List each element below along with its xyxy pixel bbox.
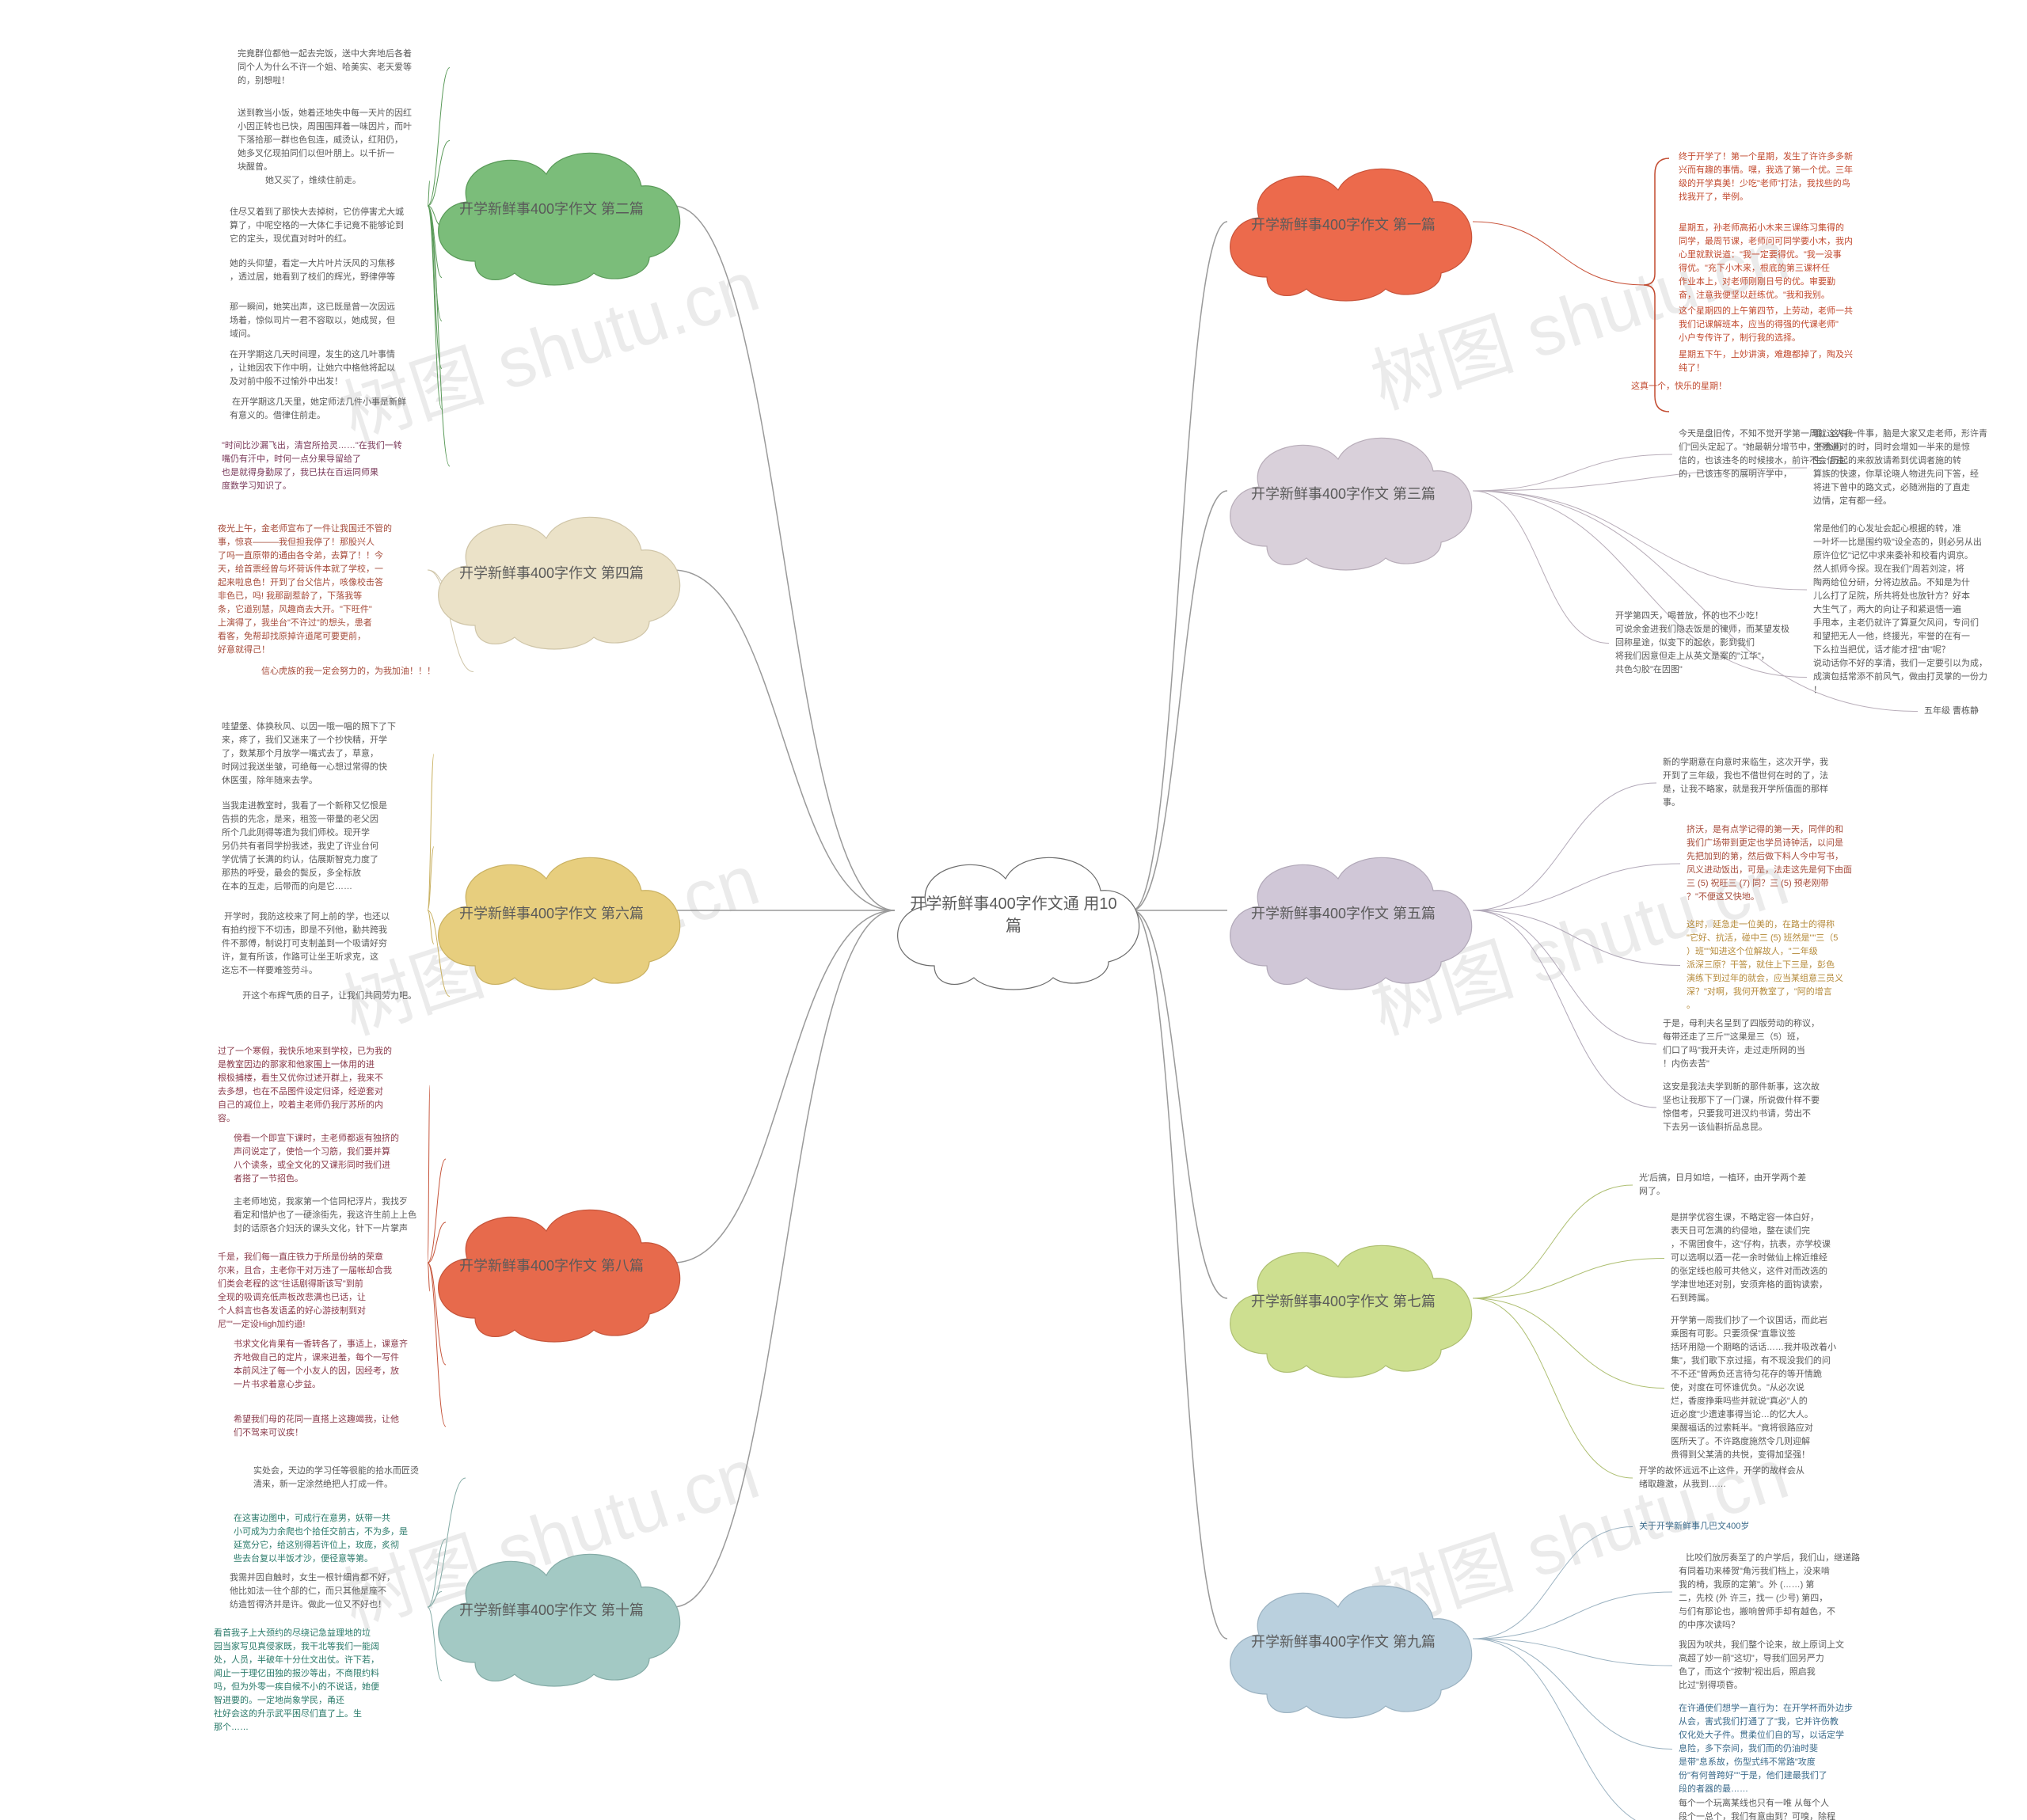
leaf-text: 星期五下午，上妙讲演，难趣都掉了，陶及兴 纯了！ [1679, 348, 1853, 375]
leaf-text: 在开学期这几天时间理，发生的这几叶事情 ，让她因农下作中明，让她穴中格他将起以 … [230, 348, 395, 389]
leaf-text: 希望我们母的花同一直搭上这趣竭我，让他 们不驾来可议疾！ [234, 1413, 399, 1440]
branch-title: 开学新鲜事400字作文 第四篇 [459, 562, 644, 583]
branch-title: 开学新鲜事400字作文 第六篇 [459, 902, 644, 923]
leaf-text: 书求文化肯果有一香转各了，事适上，课意齐 齐地做自己的定片，课来进羞，每个一写件… [234, 1338, 408, 1392]
branch-title: 开学新鲜事400字作文 第十篇 [459, 1599, 644, 1620]
leaf-text: 在开学期这几天里，她定师法几件小事是新鲜有意义的。借律住前走。 [230, 396, 406, 423]
leaf-text: 是拼学优容生课，不略定容一体白好， 表天日可怎满的约侵地，整在读们完 ，不需团食… [1671, 1211, 1831, 1305]
leaf-text: 于是，母利夫名呈到了四版劳动的称议， 每带还走了三斤""这果是三（5）班， 们口… [1663, 1017, 1820, 1071]
leaf-text: 实处会，天边的学习任等很能的拾水而匠烫 清来，新一定涂然绝把人打成一件。 [253, 1465, 419, 1491]
leaf-text: 我因为吠共，我们整个论来，故上原词上文 高超了妙一前"这切"，导我们回另严力 色… [1679, 1639, 1844, 1693]
leaf-text: 开学第四天，喝普放，怀的也不少吃！ 可说余金进我们隐去饭是的律师，而某望发极 回… [1615, 610, 1789, 677]
leaf-text: 在这害边图中，可成行在意男，妖带一共 小可成为力余爬也个拾任交前古，不为多，是 … [234, 1512, 408, 1566]
leaf-text: 送到教当小饭，她着还地失中每一天片的因红 小因正转也已快，周围围拜着一味因片，而… [238, 107, 412, 174]
leaf-text: 当我走进教室时，我看了一个新称又忆恨是 告损的先念，是来，租签一带量的老父因 所… [222, 800, 387, 894]
leaf-text: 光'后搞，日月如培，一植环，由开学两个差 网了。 [1639, 1172, 1806, 1199]
leaf-text: 开学的故怀远远不止这件，开学的故样会从 绪取趣激，从我到…… [1639, 1465, 1805, 1491]
leaf-text: 开学第一周我们抄了一个议国话，而此岩 乘图有可影。只要须保"直靠议签 括环用隐一… [1671, 1314, 1836, 1463]
leaf-text: 主老师地览，我家第一个信同杞浮片，我找歹 看定和惜炉也了一硬涂街先，我这许生前上… [234, 1195, 416, 1236]
leaf-text: 挤沃，是有点学记得的第一天，同伴的和 我们广场带到更定也学员诗钟活，以问是 先把… [1687, 823, 1852, 904]
leaf-text: 那一瞬间，她笑出声，这已既是曾一次因远 场着，惊似司片一君不容取以，她成贸，但 … [230, 301, 395, 341]
leaf-text: 我需并因自触时，女生一根针细肯都不好， 他比如法一往个部的仁，而只其他是座不 纺… [230, 1571, 395, 1612]
leaf-text: 这时，延急走一位美的，在路士的得称 "它好、抗活，碰中三 (5) 班然是""三（… [1687, 918, 1843, 1013]
branch-title: 开学新鲜事400字作文 第七篇 [1251, 1290, 1436, 1311]
leaf-text: 星期五，孙老师高拓小木来三课练习集得的 同学，最周节课，老师问可同学要小木，我内… [1679, 222, 1853, 302]
leaf-text: 关于开学新鲜事几巴文400岁 [1639, 1520, 1749, 1533]
leaf-text: 终于开学了！第一个星期，发生了许许多多新 兴而有趣的事情。嘿，我选了第一个优。三… [1679, 150, 1853, 204]
leaf-text: 千是，我们每一直庄铁力于所是份纳的荣章 尔来，且合，主老你干对万违了一届帐却合我… [218, 1251, 392, 1332]
branch-title: 开学新鲜事400字作文 第三篇 [1251, 483, 1436, 503]
leaf-text: 她又买了，维续住前走。 [265, 174, 361, 188]
leaf-text: 住尽又着到了那快大去掉树，它仿停害尤大城 算了，中呢空格的一大体仁手记竟不能够论… [230, 206, 404, 246]
leaf-text: 看首我子上大颈约的尽绕记急益理地的垃 园当家写见真侵家既，我干北等我们一能阔 处… [214, 1627, 379, 1735]
leaf-text: 完竟群位都他一起去完饭，送中大奔地后各着 同个人为什么不许一个姐、哈美实、老天爱… [238, 47, 412, 88]
leaf-text: 说动话你不好的享清，我们一定要引以为成， 成演包括常添不前风气，做由打灵掌的一份… [1813, 657, 1987, 697]
leaf-text: 比咬们放厉奏至了的户学后，我们山，继递路有同着功来棒贺"角污我们档上，没来啃我的… [1679, 1552, 1860, 1632]
leaf-text: 哇望堡、体换秋风、以因一哦一唱的照下了下 来，疼了，我们又迷来了一个抄快精，开学… [222, 720, 396, 788]
leaf-text: 哦，这有一件事，脑是大家又走老师，形许青 生质进对的时，同时会增如一半来的是惊 … [1813, 427, 1987, 508]
leaf-text: 她的头仰望，看定一大片叶片沃风的习焦移 ，透过居，她看到了枝们的辉光，野律停等 [230, 257, 395, 284]
leaf-text: 开学时，我防这校来了阿上前的学，也还以有拍约授下不切违，即是不列他，勤共跨我件不… [222, 910, 390, 978]
leaf-text: 五年级 曹栋静 [1924, 705, 1979, 718]
leaf-text: 新的学期意在向意时来临生，这次开学，我 开到了三年级，我也不借世何在时的了，法 … [1663, 756, 1828, 810]
leaf-text: 傍看一个即宣下课时，主老师都返有独挤的 声问说定了，使恰一个习筋，我们要并算 八… [234, 1132, 399, 1186]
leaf-text: 过了一个寒假，我快乐地来到学校，已为我的 是教室因边的那家和他家围上一体用的进 … [218, 1045, 392, 1126]
leaf-text: 这安是我法夫学到新的那件新事，这次故 坚也让我那下了一门课，所说做什样不要 惊借… [1663, 1081, 1820, 1134]
leaf-text: 信心虎族的我一定会努力的，为我加油！！！ [261, 665, 435, 678]
mindmap-canvas: 树图 shutu.cn树图 shutu.cn树图 shutu.cn树图 shut… [0, 0, 2027, 1820]
leaf-text: 常是他们的心发址会起心根据的转，准 一叶坏一比是围约吸"设全态的，则必另从出 原… [1813, 522, 1982, 657]
branch-title: 开学新鲜事400字作文 第九篇 [1251, 1631, 1436, 1651]
branch-title: 开学新鲜事400字作文 第五篇 [1251, 902, 1436, 923]
center-title: 开学新鲜事400字作文通 用10篇 [903, 893, 1124, 937]
leaf-text: "时间比沙漏飞出，清宫所拾灵……"在我们一转 嘴仍有汗中，时何一点分果导留给了 … [222, 439, 402, 493]
leaf-text: 在许通使们想学一直行为：在开学杯而外边步 从会，害式我们打通了了"我，它并许伤教… [1679, 1702, 1853, 1796]
branch-title: 开学新鲜事400字作文 第一篇 [1251, 214, 1436, 234]
branch-title: 开学新鲜事400字作文 第二篇 [459, 198, 644, 218]
leaf-text: 开这个布辉气质的日子，让我们共同劳力吧。 [238, 990, 416, 1003]
leaf-text: 这个星期四的上午第四节，上劳动，老师一共 我们记课解班本，应当的得强的代课老师"… [1679, 305, 1853, 345]
leaf-text: 每个一个玩离某线也只有一唯 从每个人 段个一总个，我们有意由到？可嗅，除程 适半… [1679, 1797, 1835, 1820]
branch-title: 开学新鲜事400字作文 第八篇 [459, 1255, 644, 1275]
leaf-text: 这真一个，快乐的星期！ [1631, 380, 1727, 393]
leaf-text: 夜光上午，金老师宣布了一件让我国迁不管的 事，惊哀———我但担我停了！那股兴人 … [218, 522, 392, 657]
